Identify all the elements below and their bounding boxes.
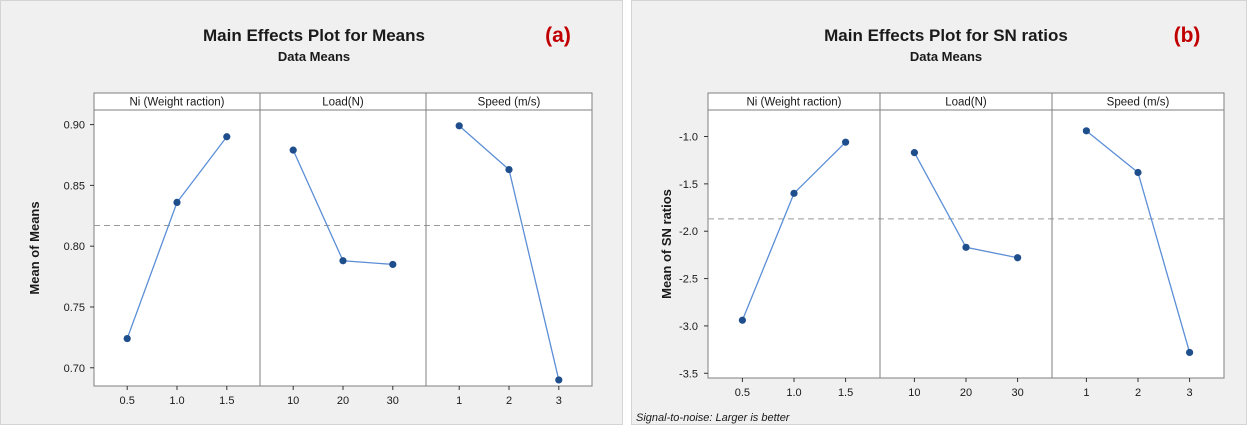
x-tick-label: 1	[1083, 387, 1089, 399]
data-point-marker	[389, 260, 397, 269]
main-effects-means-panel: Main Effects Plot for Means Data Means (a)…	[0, 0, 623, 425]
x-tick-label: 10	[287, 395, 299, 407]
chart-title: Main Effects Plot for Means	[203, 26, 425, 45]
means-chart-svg: Main Effects Plot for Means Data Means (a)…	[27, 24, 593, 407]
factor-header: Speed (m/s)	[478, 97, 541, 109]
x-tick-label: 10	[908, 387, 920, 399]
factor-header: Speed (m/s)	[1107, 97, 1170, 109]
x-tick-label: 3	[1187, 387, 1193, 399]
chart-title: Main Effects Plot for SN ratios	[824, 26, 1068, 45]
data-point-marker	[790, 189, 798, 197]
data-point-marker	[1134, 168, 1142, 177]
y-tick-label: 0.75	[64, 302, 85, 314]
x-tick-label: 1	[456, 395, 462, 407]
chart-subtitle: Data Means	[910, 49, 982, 64]
factor-header: Load(N)	[322, 97, 364, 109]
data-point-marker	[555, 376, 563, 384]
data-point-marker	[455, 122, 463, 130]
data-point-marker	[289, 146, 297, 154]
x-tick-label: 0.5	[120, 395, 135, 407]
x-tick-label: 1.5	[838, 387, 853, 399]
y-tick-label: -1.5	[679, 179, 698, 191]
data-point-marker	[339, 257, 347, 265]
factor-header: Load(N)	[945, 97, 987, 109]
x-tick-label: 30	[387, 395, 399, 407]
panel-label: (a)	[545, 24, 571, 47]
plot-frame	[707, 92, 1225, 379]
factor-header: Ni (Weight raction)	[746, 97, 841, 109]
data-point-marker	[910, 149, 918, 157]
data-point-marker	[842, 138, 850, 146]
x-tick-label: 1.0	[786, 387, 801, 399]
x-tick-label: 30	[1011, 387, 1023, 399]
data-point-marker	[173, 198, 181, 207]
x-tick-label: 20	[960, 387, 972, 399]
x-tick-label: 0.5	[735, 387, 750, 399]
data-point-marker	[505, 165, 513, 174]
panel-label: (b)	[1174, 24, 1201, 47]
factor-header: Ni (Weight raction)	[129, 97, 224, 109]
y-tick-label: -3.5	[679, 368, 698, 380]
y-tick-label: -2.5	[679, 274, 698, 286]
footnote: Signal-to-noise: Larger is better	[636, 412, 791, 424]
plot-frame	[93, 92, 593, 387]
y-axis-label: Mean of SN ratios	[659, 189, 674, 299]
data-point-marker	[738, 316, 746, 324]
data-point-marker	[1082, 127, 1090, 135]
chart-subtitle: Data Means	[278, 49, 350, 64]
y-tick-label: 0.80	[64, 241, 85, 253]
data-point-marker	[123, 334, 131, 343]
x-tick-label: 20	[337, 395, 349, 407]
x-tick-label: 1.0	[169, 395, 184, 407]
x-tick-label: 2	[1135, 387, 1141, 399]
x-tick-label: 3	[556, 395, 562, 407]
x-tick-label: 1.5	[219, 395, 234, 407]
data-point-marker	[1186, 348, 1194, 357]
y-tick-label: 0.70	[64, 363, 85, 375]
data-point-marker	[962, 243, 970, 251]
sn-ratios-chart-svg: Main Effects Plot for SN ratios Data Mean…	[636, 24, 1225, 424]
y-tick-label: 0.90	[64, 120, 85, 132]
y-axis-label: Mean of Means	[27, 201, 42, 294]
data-point-marker	[1014, 254, 1022, 262]
main-effects-sn-panel: Main Effects Plot for SN ratios Data Mean…	[631, 0, 1247, 425]
x-tick-label: 2	[506, 395, 512, 407]
y-tick-label: -3.0	[679, 321, 698, 333]
data-point-marker	[223, 133, 231, 141]
y-tick-label: -1.0	[679, 132, 698, 144]
y-tick-label: -2.0	[679, 226, 698, 238]
y-tick-label: 0.85	[64, 180, 85, 192]
